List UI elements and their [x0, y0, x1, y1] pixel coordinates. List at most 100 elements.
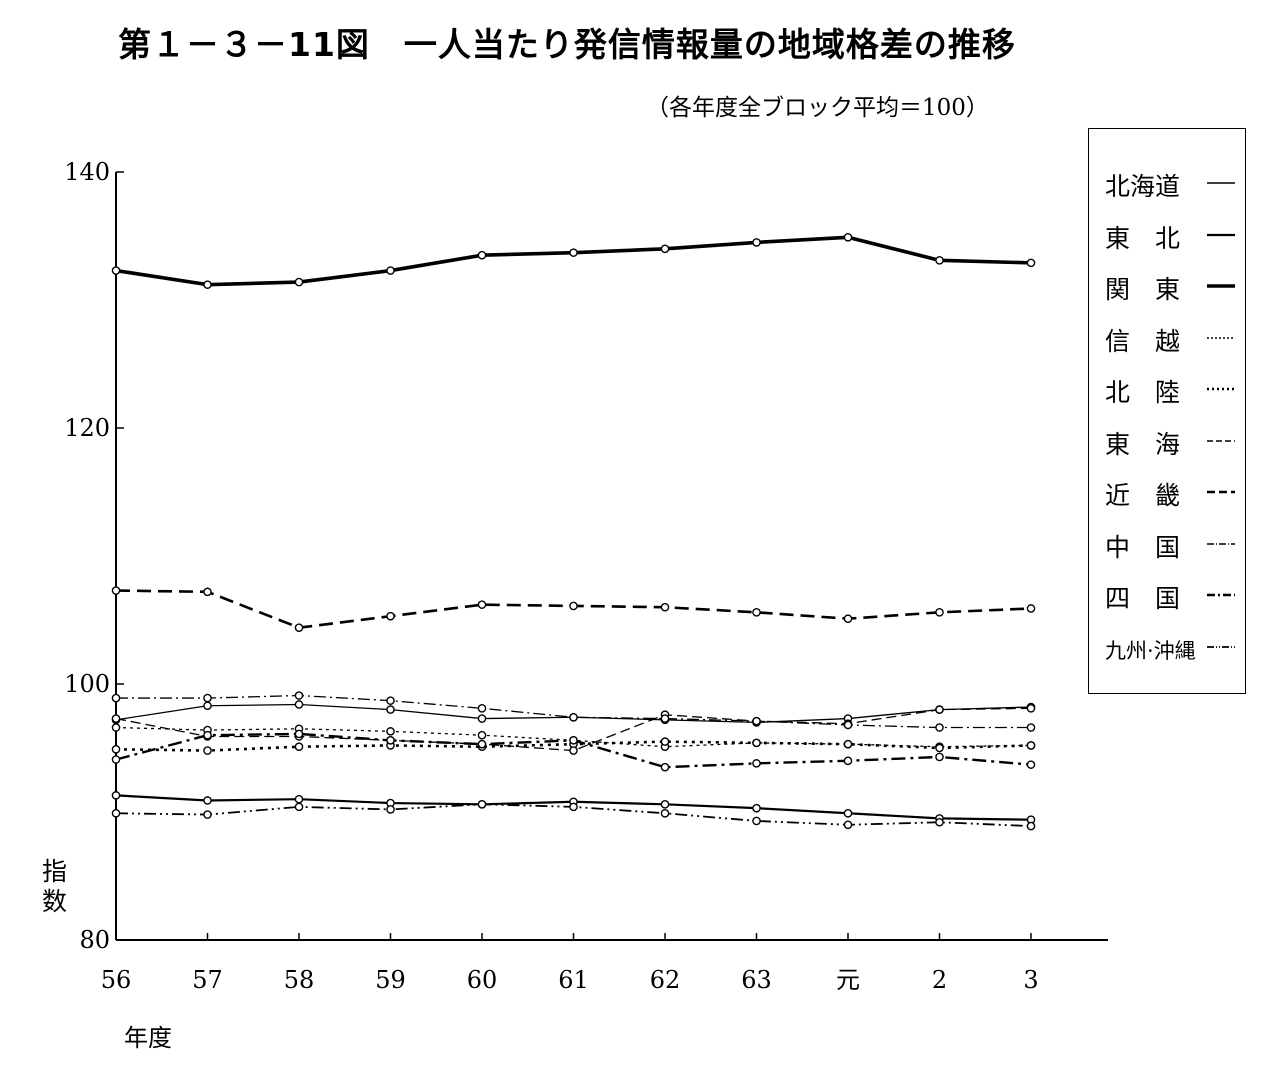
data-point [660, 800, 670, 809]
data-point [386, 696, 395, 705]
x-tick-label: 59 [375, 966, 406, 994]
series-layer [111, 232, 1036, 831]
data-point [294, 277, 304, 287]
data-point [203, 746, 212, 755]
data-point [752, 816, 761, 826]
data-point [935, 608, 944, 617]
x-tick-label: 57 [192, 966, 223, 994]
data-point [660, 714, 670, 723]
legend-item: 近 畿 [1089, 472, 1245, 512]
data-point [294, 700, 304, 709]
data-point [1026, 741, 1036, 750]
x-tick-label: 58 [284, 966, 315, 994]
data-point [477, 600, 487, 609]
data-point [111, 714, 121, 723]
data-point [1026, 821, 1036, 831]
data-point [843, 614, 853, 624]
data-point [935, 256, 944, 265]
data-point [843, 232, 853, 242]
data-point [752, 738, 761, 748]
data-point [569, 712, 578, 722]
data-point [386, 805, 395, 814]
legend-item: 関 東 [1089, 266, 1245, 306]
legend-item: 中 国 [1089, 524, 1245, 564]
x-tick-label: 元 [836, 966, 860, 994]
data-point [935, 817, 944, 827]
data-point [935, 723, 944, 732]
series-group [111, 729, 1036, 772]
data-point [477, 704, 487, 713]
legend-label: 東 海 [1105, 429, 1181, 459]
data-point [111, 755, 121, 764]
data-point [752, 716, 761, 726]
data-point [386, 727, 395, 736]
series-group [111, 691, 1036, 732]
data-point [294, 802, 304, 812]
data-point [935, 705, 944, 714]
y-tick-label: 140 [64, 158, 110, 186]
data-point [660, 762, 670, 772]
legend-label: 信 越 [1105, 326, 1181, 356]
data-point [935, 743, 944, 753]
data-point [294, 729, 304, 739]
x-tick-label: 61 [558, 966, 589, 994]
data-point [843, 739, 853, 749]
data-point [843, 756, 853, 766]
data-point [569, 736, 578, 745]
data-point [203, 280, 212, 289]
legend-item: 九州·沖縄 [1089, 627, 1245, 667]
data-point [660, 808, 670, 818]
data-point [1026, 723, 1036, 732]
data-point [203, 810, 212, 819]
data-point [569, 746, 578, 755]
x-tick-label: 60 [467, 966, 498, 994]
legend-item: 信 越 [1089, 318, 1245, 358]
data-point [752, 803, 761, 813]
x-tick-label: 3 [1023, 966, 1038, 994]
legend-item: 東 北 [1089, 215, 1245, 255]
x-axis-label: 年度 [124, 1024, 172, 1052]
series-group [111, 800, 1036, 831]
data-point [477, 714, 487, 723]
legend-line-sample [1207, 387, 1235, 391]
data-point [752, 759, 761, 768]
data-point [935, 752, 944, 762]
legend-label: 九州·沖縄 [1105, 638, 1196, 663]
legend-line-sample [1207, 542, 1235, 545]
data-point [111, 808, 121, 818]
data-point [660, 602, 670, 612]
series-group [111, 232, 1036, 289]
data-point [294, 691, 304, 700]
data-point [1026, 258, 1036, 268]
legend-item: 北 陸 [1089, 369, 1245, 409]
data-point [111, 791, 121, 800]
legend-label: 中 国 [1105, 532, 1181, 562]
data-point [294, 794, 304, 804]
chart-legend: 北海道東 北関 東信 越北 陸東 海近 畿中 国四 国九州·沖縄 [1088, 128, 1246, 694]
legend-line-sample [1207, 336, 1235, 339]
x-tick-label: 63 [741, 966, 772, 994]
data-point [843, 720, 853, 730]
legend-line-sample [1207, 490, 1235, 494]
data-point [477, 739, 487, 749]
legend-line-sample [1207, 439, 1235, 442]
series-line [115, 235, 1032, 287]
data-point [203, 701, 212, 711]
data-point [294, 742, 304, 752]
chart-title: 第１－３－11図 一人当たり発信情報量の地域格差の推移 [118, 25, 1016, 64]
data-point [294, 623, 304, 632]
y-tick-label: 120 [64, 414, 110, 442]
series-group [111, 586, 1036, 632]
data-point [843, 820, 853, 830]
data-point [111, 723, 121, 732]
x-tick-label: 56 [101, 966, 132, 994]
data-point [477, 730, 487, 740]
legend-line-sample [1207, 284, 1235, 288]
legend-line-sample [1207, 182, 1235, 184]
data-point [111, 266, 121, 275]
legend-item: 東 海 [1089, 421, 1245, 461]
legend-line-sample [1207, 593, 1235, 597]
data-point [1026, 604, 1036, 613]
